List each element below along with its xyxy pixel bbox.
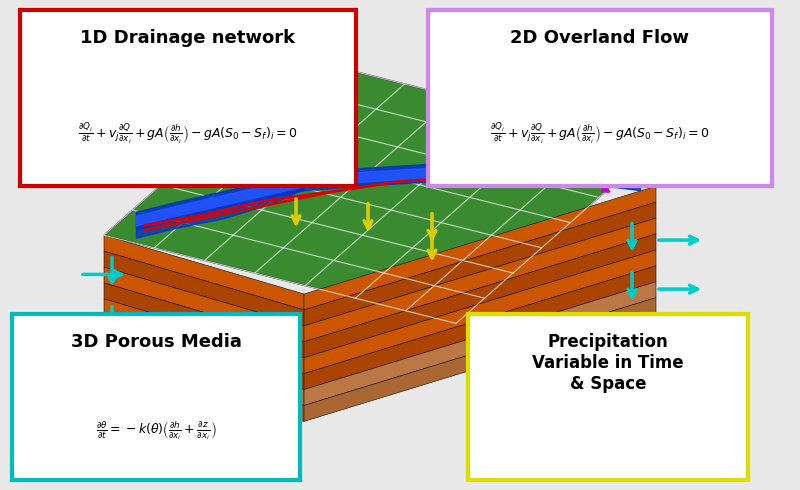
Polygon shape [304, 202, 656, 326]
Polygon shape [104, 267, 304, 342]
FancyBboxPatch shape [428, 10, 772, 186]
Polygon shape [104, 331, 304, 406]
Polygon shape [104, 251, 304, 326]
FancyBboxPatch shape [468, 314, 748, 480]
Polygon shape [304, 218, 656, 342]
Polygon shape [304, 234, 656, 358]
Polygon shape [104, 347, 304, 421]
Text: 3D Porous Media: 3D Porous Media [70, 333, 242, 351]
Polygon shape [104, 315, 304, 390]
Text: Precipitation
Variable in Time
& Space: Precipitation Variable in Time & Space [532, 333, 684, 393]
FancyBboxPatch shape [12, 314, 300, 480]
Polygon shape [304, 282, 656, 406]
Text: $\frac{\partial Q_i}{\partial t} + v_j\frac{\partial Q}{\partial x_i} + gA\left(: $\frac{\partial Q_i}{\partial t} + v_j\f… [78, 121, 298, 146]
Text: 2D Overland Flow: 2D Overland Flow [510, 29, 690, 48]
Polygon shape [304, 186, 656, 310]
Text: $\frac{\partial Q_i}{\partial t} + v_j\frac{\partial Q}{\partial x_i} + gA\left(: $\frac{\partial Q_i}{\partial t} + v_j\f… [490, 121, 710, 146]
Polygon shape [304, 298, 656, 421]
Polygon shape [304, 266, 656, 390]
Polygon shape [104, 59, 656, 323]
Text: $\frac{\partial \theta}{\partial t} = -k(\theta)\left(\frac{\partial h}{\partial: $\frac{\partial \theta}{\partial t} = -k… [96, 419, 216, 441]
Polygon shape [104, 299, 304, 373]
Polygon shape [104, 283, 304, 358]
Text: 1D Drainage network: 1D Drainage network [81, 29, 295, 48]
Polygon shape [304, 250, 656, 373]
Polygon shape [104, 235, 304, 310]
FancyBboxPatch shape [20, 10, 356, 186]
